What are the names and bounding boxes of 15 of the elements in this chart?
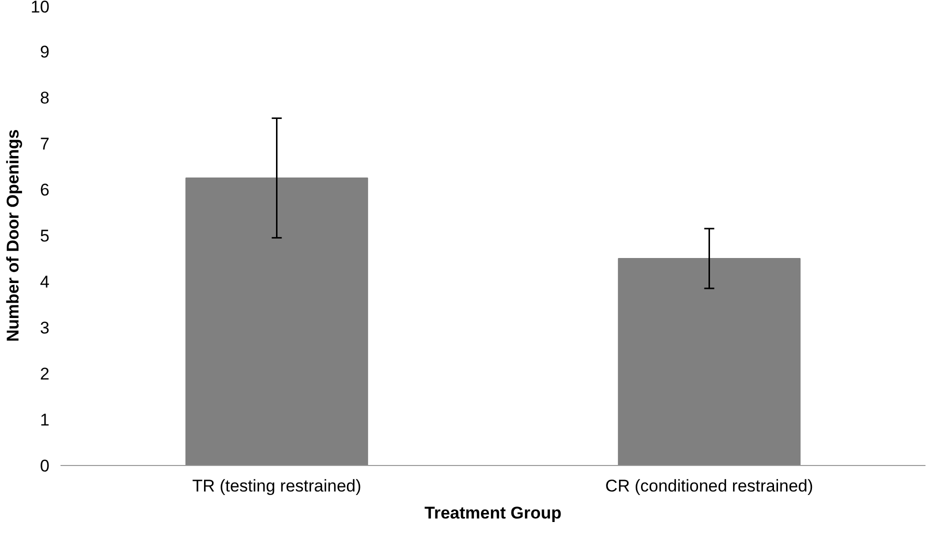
y-tick-label: 3 [40, 318, 50, 338]
y-tick-label: 0 [40, 456, 50, 476]
y-tick-label: 1 [40, 410, 50, 430]
y-tick-label: 9 [40, 42, 50, 62]
y-tick-label: 8 [40, 88, 50, 108]
y-tick-label: 2 [40, 364, 50, 384]
y-axis-title: Number of Door Openings [4, 129, 23, 342]
y-tick-label: 10 [30, 0, 50, 16]
x-tick-label: TR (testing restrained) [192, 476, 362, 496]
y-tick-label: 4 [40, 272, 50, 292]
x-axis-title: Treatment Group [424, 504, 562, 522]
y-tick-label: 7 [40, 134, 50, 154]
x-tick-label: CR (conditioned restrained) [605, 476, 814, 496]
y-tick-label: 5 [40, 226, 50, 246]
y-tick-label: 6 [40, 180, 50, 200]
